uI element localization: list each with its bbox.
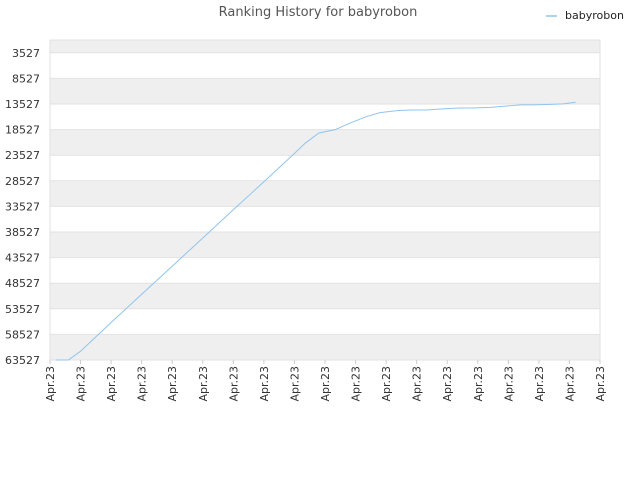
x-tick-label: Apr.23 — [563, 366, 576, 402]
y-tick-label: 18527 — [5, 124, 40, 137]
x-axis: Apr.23 Apr.23 Apr.23 Apr.23 Apr.23 Apr.23 Apr.… — [44, 360, 607, 402]
y-tick-label: 23527 — [5, 149, 40, 162]
plot-band — [50, 180, 600, 207]
plot-band — [50, 78, 600, 104]
x-tick-label: Apr.23 — [197, 366, 210, 402]
x-tick-label: Apr.23 — [319, 366, 332, 402]
x-tick-label: Apr.23 — [441, 366, 454, 402]
x-tick-label: Apr.23 — [502, 366, 515, 402]
x-tick-label: Apr.23 — [411, 366, 424, 402]
x-tick-label: Apr.23 — [166, 366, 179, 402]
x-tick-label: Apr.23 — [75, 366, 88, 402]
plot-background-bands — [50, 40, 600, 360]
x-tick-label: Apr.23 — [533, 366, 546, 402]
x-tick-label: Apr.23 — [288, 366, 301, 402]
legend[interactable]: babyrobon — [546, 9, 624, 22]
plot-band — [50, 206, 600, 232]
y-axis: 3527 8527 13527 18527 23527 28527 33527 38527 43… — [5, 47, 40, 367]
series-line-babyrobon — [56, 101, 576, 361]
y-tick-label: 33527 — [5, 200, 40, 213]
x-tick-label: Apr.23 — [44, 366, 57, 402]
plot-band — [50, 129, 600, 156]
y-tick-label: 13527 — [5, 98, 40, 111]
chart-title: Ranking History for babyrobon — [219, 5, 418, 20]
plot-band — [50, 334, 600, 360]
y-tick-label: 63527 — [5, 354, 40, 367]
x-tick-label: Apr.23 — [227, 366, 240, 402]
plot-band — [50, 283, 600, 309]
x-tick-label: Apr.23 — [105, 366, 118, 402]
y-tick-label: 48527 — [5, 277, 40, 290]
x-tick-label: Apr.23 — [136, 366, 149, 402]
plot-band — [50, 104, 600, 130]
plot-band — [50, 257, 600, 284]
y-tick-label: 53527 — [5, 303, 40, 316]
series-lines — [56, 101, 576, 361]
y-tick-label: 28527 — [5, 175, 40, 188]
x-tick-label: Apr.23 — [380, 366, 393, 402]
x-tick-label: Apr.23 — [472, 366, 485, 402]
legend-label-babyrobon: babyrobon — [565, 9, 624, 22]
x-tick-label: Apr.23 — [350, 366, 363, 402]
plot-band — [50, 155, 600, 181]
x-tick-label: Apr.23 — [594, 366, 607, 402]
plot-band — [50, 40, 600, 53]
x-tick-label: Apr.23 — [258, 366, 271, 402]
y-tick-label: 3527 — [12, 47, 40, 60]
y-tick-label: 38527 — [5, 226, 40, 239]
plot-band — [50, 308, 600, 335]
plot-band — [50, 52, 600, 79]
y-tick-label: 8527 — [12, 72, 40, 85]
y-tick-label: 43527 — [5, 252, 40, 265]
y-tick-label: 58527 — [5, 328, 40, 341]
plot-band — [50, 232, 600, 258]
